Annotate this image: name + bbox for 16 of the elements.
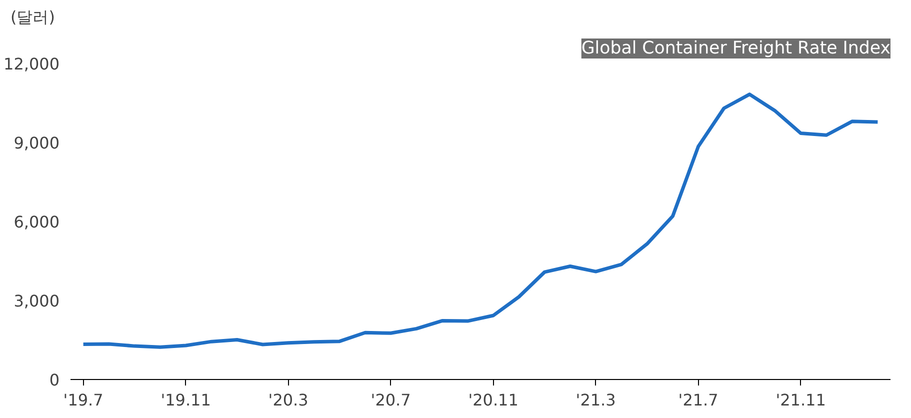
y-axis-title: (달러) <box>10 8 55 26</box>
line-series <box>82 92 880 349</box>
y-tick-label: 12,000 <box>4 54 60 74</box>
x-tick-label: '21.7 <box>678 390 718 410</box>
x-tick-label: '20.3 <box>268 390 308 410</box>
x-tick-label: '20.7 <box>370 390 411 410</box>
x-tick-label: '21.3 <box>576 390 616 410</box>
y-tick-label: 3,000 <box>14 292 60 310</box>
y-tick-label: 6,000 <box>14 212 60 232</box>
y-tick-label: 0 <box>49 370 60 390</box>
x-tick-label: '21.11 <box>776 390 826 410</box>
x-tick-label: '20.11 <box>468 390 518 410</box>
x-tick-label: '19.7 <box>63 390 104 410</box>
chart-title: Global Container Freight Rate Index <box>581 38 891 58</box>
x-tick-label: '19.11 <box>160 390 211 410</box>
y-tick-label: 9,000 <box>14 134 60 152</box>
